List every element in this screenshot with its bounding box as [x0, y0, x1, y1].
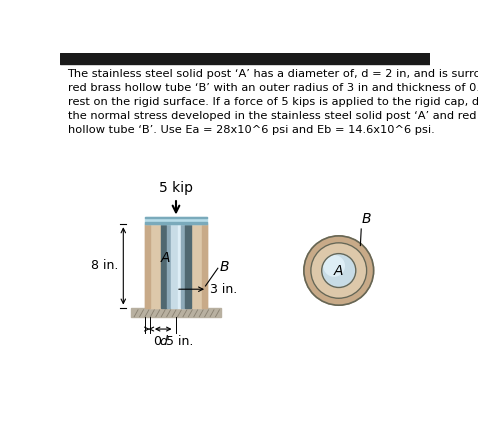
Bar [145, 224, 207, 307]
Circle shape [324, 256, 344, 276]
Bar [177, 224, 182, 307]
Bar [167, 224, 171, 307]
Text: B: B [219, 260, 229, 274]
Bar [171, 224, 177, 307]
Bar [185, 224, 191, 307]
Bar [145, 217, 207, 218]
Text: 5 kip: 5 kip [159, 181, 193, 195]
Bar [131, 307, 221, 317]
Text: B: B [362, 212, 371, 226]
Text: The stainless steel solid post ‘A’ has a diameter of, d = 2 in, and is surrounde: The stainless steel solid post ‘A’ has a… [67, 69, 478, 135]
Text: d: d [159, 335, 167, 348]
Bar [151, 224, 164, 307]
Bar [145, 222, 207, 224]
Bar [202, 224, 207, 307]
Bar [181, 224, 185, 307]
Text: 3 in.: 3 in. [210, 283, 238, 296]
Bar [145, 217, 207, 224]
Circle shape [322, 254, 356, 287]
Bar [145, 224, 151, 307]
Text: A: A [161, 251, 170, 265]
Bar [182, 224, 187, 307]
Circle shape [311, 243, 367, 298]
Bar [60, 53, 430, 64]
Bar [151, 224, 202, 307]
Bar [161, 224, 167, 307]
Text: 0.5 in.: 0.5 in. [154, 335, 194, 348]
Text: A: A [334, 263, 344, 278]
Circle shape [304, 236, 374, 305]
Text: 8 in.: 8 in. [91, 259, 119, 272]
